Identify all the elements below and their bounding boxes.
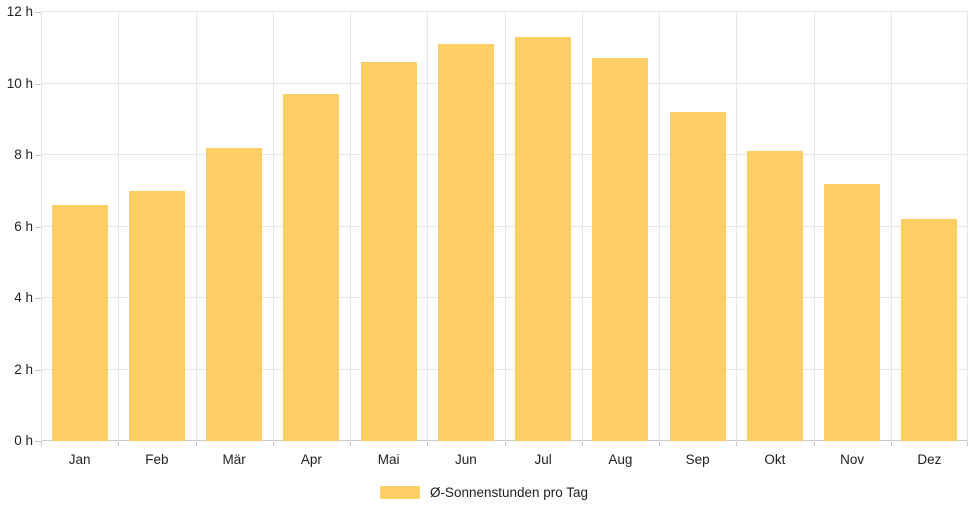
gridline-vertical — [659, 12, 660, 441]
y-axis-tick-label: 10 h — [6, 75, 33, 91]
gridline-vertical — [813, 12, 815, 441]
x-axis-category-label: Nov — [840, 452, 865, 467]
x-axis-tick — [272, 441, 274, 446]
bar-jan[interactable] — [51, 205, 108, 441]
y-axis-tick-label: 4 h — [14, 290, 33, 305]
x-axis-category-label: Jun — [454, 452, 477, 467]
x-axis-category-label: Jul — [534, 452, 552, 467]
legend-item-sonnenstunden[interactable]: Ø-Sonnenstunden pro Tag — [379, 484, 589, 500]
legend: Ø-Sonnenstunden pro Tag — [0, 483, 968, 501]
gridline-vertical — [504, 12, 506, 441]
x-axis-category-label: Mär — [222, 452, 246, 467]
gridline-vertical — [272, 12, 274, 441]
bar-jul[interactable] — [515, 37, 572, 441]
gridline-vertical — [118, 12, 120, 441]
legend-label: Ø-Sonnenstunden pro Tag — [429, 484, 589, 500]
gridline-vertical — [890, 12, 892, 441]
gridline-vertical — [195, 12, 197, 441]
y-axis-tick — [35, 298, 41, 299]
gridline-vertical — [350, 12, 351, 441]
y-axis-tick-label: 8 h — [14, 147, 33, 162]
bar-mär[interactable] — [206, 147, 263, 441]
gridline-vertical — [581, 12, 583, 441]
gridline-vertical — [736, 12, 738, 441]
gridline-vertical — [41, 12, 42, 441]
x-axis-category-label: Okt — [764, 452, 786, 467]
x-axis-tick — [813, 441, 815, 446]
y-axis-tick-label: 0 h — [14, 433, 33, 448]
bar-sep[interactable] — [669, 112, 726, 441]
y-axis-tick — [35, 441, 41, 442]
bar-okt[interactable] — [746, 151, 803, 441]
x-axis-category-label: Sep — [685, 452, 710, 467]
bar-nov[interactable] — [824, 183, 881, 441]
x-axis-tick — [890, 441, 892, 446]
gridline-horizontal — [41, 11, 968, 12]
x-axis-tick — [581, 441, 583, 446]
y-axis-tick-label: 12 h — [6, 4, 33, 19]
x-axis-tick — [41, 441, 42, 446]
y-axis-tick — [35, 83, 41, 85]
bar-dez[interactable] — [901, 219, 958, 441]
bar-jun[interactable] — [437, 44, 494, 441]
y-axis-tick — [35, 155, 41, 156]
bar-feb[interactable] — [128, 190, 185, 441]
y-axis-tick — [35, 12, 41, 13]
y-axis-tick-label: 6 h — [14, 218, 33, 234]
y-axis-tick — [35, 369, 41, 371]
x-axis-tick — [736, 441, 738, 446]
x-axis-category-label: Aug — [608, 452, 633, 467]
y-axis-tick — [35, 226, 41, 228]
x-axis-category-label: Mai — [377, 452, 400, 467]
x-axis-category-label: Dez — [917, 452, 942, 467]
y-axis-tick-label: 2 h — [14, 361, 33, 377]
x-axis-tick — [350, 441, 351, 446]
gridline-vertical — [427, 12, 429, 441]
x-axis-tick — [195, 441, 197, 446]
x-axis-category-label: Jan — [68, 452, 91, 467]
x-axis-tick — [504, 441, 506, 446]
legend-swatch-icon — [379, 485, 420, 499]
bar-apr[interactable] — [283, 94, 340, 441]
x-axis-tick — [659, 441, 660, 446]
bar-mai[interactable] — [360, 62, 417, 441]
plot-area — [41, 11, 968, 441]
x-axis-category-label: Apr — [300, 452, 322, 467]
x-axis-tick — [427, 441, 429, 446]
bar-aug[interactable] — [592, 58, 649, 441]
x-axis-category-label: Feb — [145, 452, 169, 467]
x-axis-tick — [118, 441, 120, 446]
